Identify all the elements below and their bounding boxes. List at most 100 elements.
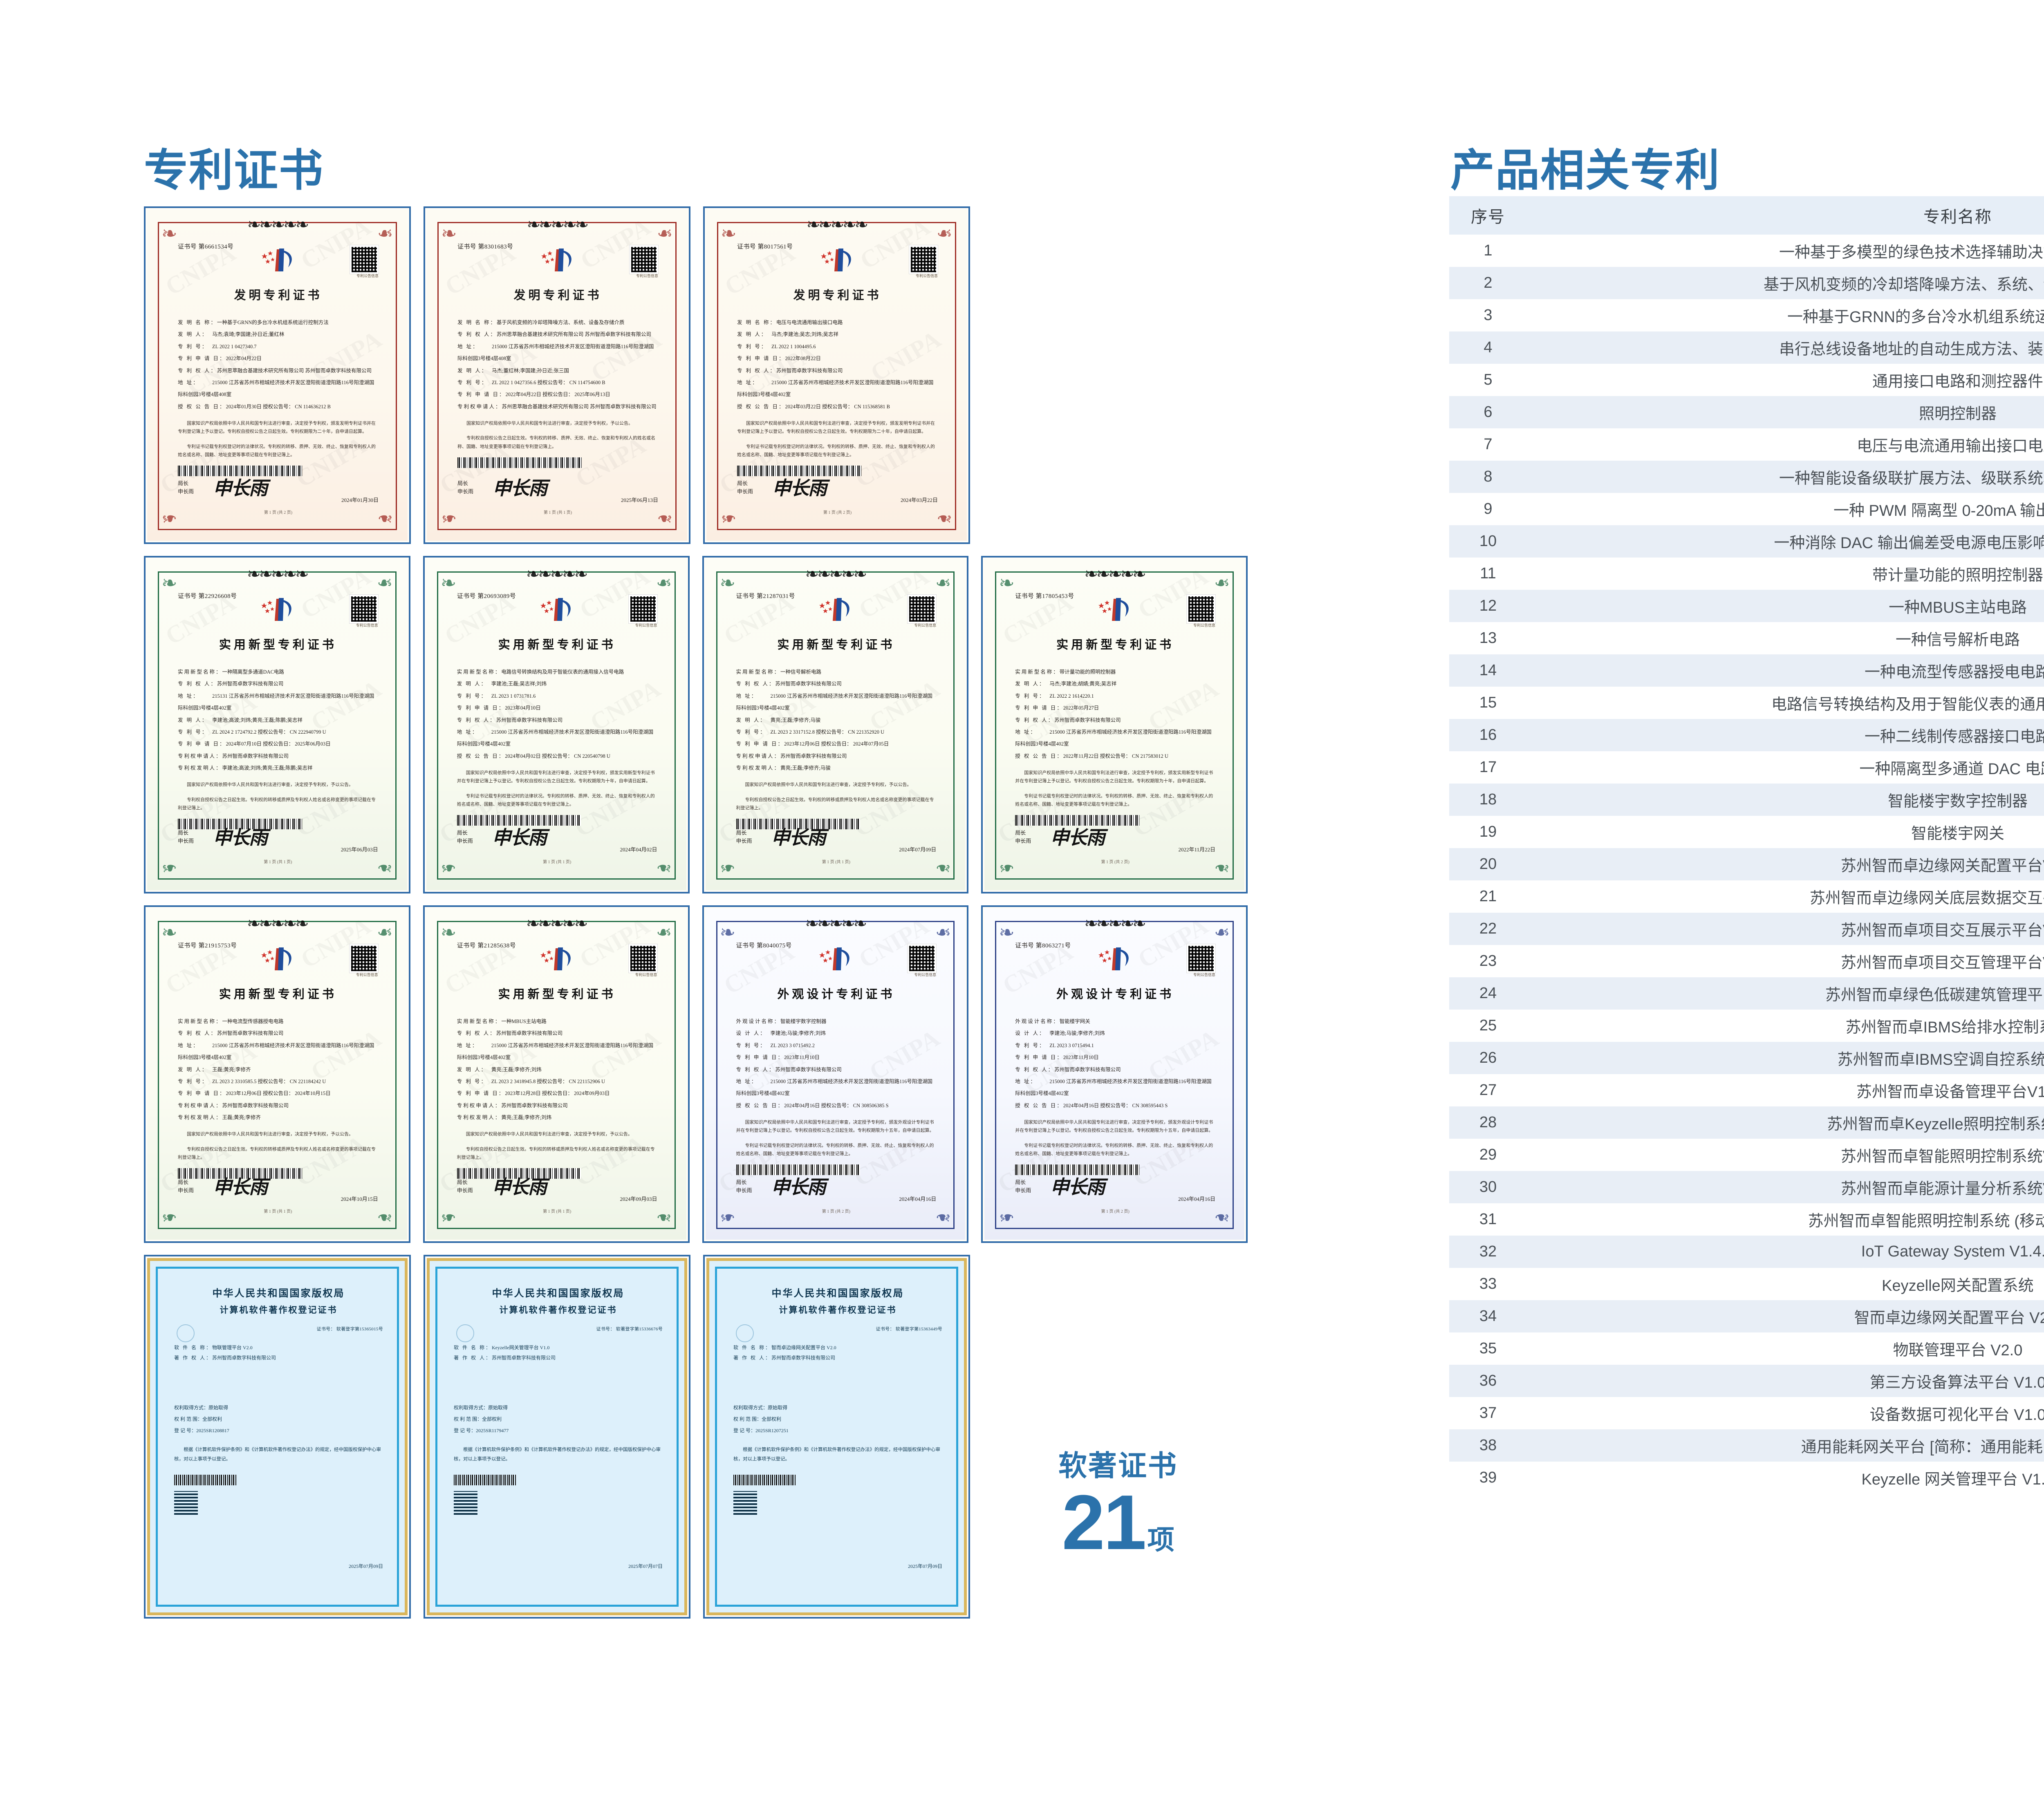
- cell-patent-name: 电压与电流通用输出接口电路: [1856, 438, 2044, 455]
- certificate-number: 证书号 第8017561号: [737, 244, 793, 250]
- certificate-body: 中华人民共和国国家版权局 计算机软件著作权登记证书 证书号： 软著登字第1533…: [454, 1285, 663, 1592]
- cert-field-value: ZL 2024 2 1724792.2 授权公告号： CN 222940799 …: [212, 729, 326, 735]
- cert-field: 发 明 人： 李建池;王磊;吴志祥;刘炜: [457, 678, 657, 690]
- seal-icon: [456, 1324, 474, 1342]
- cert-field-label: 实用新型名称：: [178, 669, 222, 675]
- cell-no: 31: [1479, 1211, 1497, 1228]
- certificate-paragraph-1: 国家知识产权局依照中华人民共和国专利法进行审查，决定授予专利权，颁发发明专利证书…: [737, 421, 935, 434]
- cert-field-label: 地 址：: [1015, 729, 1037, 735]
- director-signature: 申长雨: [771, 826, 826, 849]
- cert-field-label: 专 利 申 请 日：: [178, 1090, 226, 1097]
- certificate-number: 证书号 第17805453号: [1015, 593, 1074, 600]
- cert-field-label: 登 记 号：: [733, 1427, 756, 1433]
- cert-field-value: 电路信号转换结构及用于智能仪表的通用接入信号电路: [501, 669, 624, 675]
- cert-field: 专 利 权 人：苏州思萃融合基建技术研究所有限公司 苏州智而卓数字科技有限公司: [178, 365, 379, 377]
- cert-field-value: 全部权利: [482, 1416, 502, 1422]
- certificate-date: 2025年07月07日: [628, 1563, 663, 1569]
- table-row: 30苏州智而卓能源计量分析系统V1.0软著: [1449, 1171, 2044, 1203]
- director-block: 局长 申长雨: [457, 479, 473, 495]
- certificate-paragraph-1: 国家知识产权局依照中华人民共和国专利法进行审查，决定授予专利权，颁发实用新型专利…: [457, 770, 655, 784]
- cert-field-value: 215000 江苏省苏州市相城经济技术开发区澄阳街道澄阳路116号阳澄湖国际科创…: [457, 343, 654, 362]
- barcode-icon: [736, 819, 861, 830]
- cert-field-label: 权 利 范 围：: [733, 1416, 762, 1422]
- certificate-date: 2024年09月03日: [620, 1196, 657, 1202]
- ornament-corner-icon: ❧: [1214, 857, 1230, 879]
- cert-field-label: 发 明 人：: [1015, 681, 1046, 687]
- cert-field-value: 215000 江苏省苏州市相城经济技术开发区澄阳街道澄阳路116号阳澄湖国际科创…: [736, 1078, 932, 1097]
- issuing-authority: 中华人民共和国国家版权局: [212, 1288, 345, 1299]
- cert-field: 专 利 申 请 日：2024年07月10日 授权公告日： 2025年06月03日: [178, 738, 378, 750]
- cert-field: 专 利 权 人：苏州智而卓数字科技有限公司: [736, 678, 937, 690]
- cert-field-value: 2024年01月30日 授权公告号： CN 114636212 B: [226, 403, 331, 410]
- cert-field-value: 基于风机变频的冷却塔降噪方法、系统、设备及存储介质: [496, 320, 625, 325]
- director-signature: 申长雨: [492, 1176, 547, 1198]
- patent-certificates-title: 专利证书: [144, 146, 324, 195]
- table-row: 22苏州智而卓项目交互展示平台V1.0软著: [1449, 913, 2044, 945]
- certificate-body: 证书号 第6661534号 专利公告信息 发明专利证书 发 明 名 称：一种基于…: [178, 242, 379, 515]
- ornament-corner-icon: ❧: [377, 572, 393, 594]
- certificate-inner-border: ❧❧❧❧❧ ❧ ❧ ❧ ❧ 证书号 第21287031号 专利公告信息: [716, 566, 955, 880]
- cell-no: 14: [1449, 654, 1527, 687]
- ornament-corner-icon: ❧: [377, 921, 393, 943]
- cert-field: 专 利 权 人：苏州智而卓数字科技有限公司: [178, 1028, 378, 1039]
- cert-field: 外观设计名称：智能楼宇网关: [1015, 1016, 1215, 1028]
- ornament-corner-icon: ❧: [719, 1207, 736, 1229]
- cnipa-logo-icon: [1098, 598, 1129, 621]
- cert-field-label: 专 利 号：: [737, 343, 768, 349]
- director-block: 局长 申长雨: [457, 1178, 473, 1194]
- cert-field-label: 地 址：: [457, 343, 479, 349]
- director-name: 申长雨: [1015, 1187, 1031, 1193]
- cell-no: 38: [1449, 1429, 1527, 1462]
- ornament-corner-icon: ❧: [935, 1207, 951, 1229]
- cert-field-label: 外观设计名称：: [736, 1019, 781, 1024]
- cell-patent-name: 智能楼宇数字控制器: [1527, 784, 2044, 816]
- scan-border: [144, 206, 411, 544]
- certificate-paragraph-2: 专利证书记载专利权登记时的法律状况。专利权的转移、质押、无效、终止、恢复和专利权…: [1015, 793, 1213, 807]
- cell-patent-name: 串行总线设备地址的自动生成方法、装置和存储介质: [1527, 331, 2044, 364]
- cert-field: 著 作 权 人：苏州智而卓数字科技有限公司: [174, 1353, 383, 1363]
- cnipa-logo-icon: [261, 249, 292, 271]
- cert-field-label: 地 址：: [178, 693, 199, 699]
- director-signature: 申长雨: [493, 477, 547, 499]
- certificate-paragraph-2: 专利权自授权公告之日起生效。专利权的转移或质押及专利权人姓名或名称变更的事项记载…: [178, 797, 376, 811]
- certificate-fields-secondary: 权利取得方式：原始取得权 利 范 围：全部权利登 记 号：2025SR11794…: [454, 1402, 663, 1436]
- certificate-paragraph-2: 专利权自授权公告之日起生效。专利权的转移或质押及专利权人姓名或名称变更的事项记载…: [178, 1146, 376, 1160]
- director-label: 局长: [1015, 830, 1026, 836]
- ornament-corner-icon: ❧: [719, 572, 736, 594]
- table-row: 19智能楼宇网关外观: [1449, 816, 2044, 848]
- certificate-inner-border: ❧❧❧❧❧ ❧ ❧ ❧ ❧ 证书号 第8040075号 专利公告信息: [716, 916, 955, 1229]
- cell-no: 7: [1484, 436, 1493, 453]
- barcode-icon: [1015, 1164, 1139, 1176]
- director-name: 申长雨: [736, 837, 752, 844]
- cert-field: 发 明 人： 马杰;袁琦;李国建;孙日近;董红林: [178, 329, 379, 340]
- barcode-icon: [1015, 815, 1139, 826]
- cert-field-label: 授 权 公 告 日：: [1015, 1102, 1063, 1108]
- cert-field-value: 215000 江苏省苏州市相城经济技术开发区澄阳街道澄阳路116号阳澄湖国际科创…: [457, 729, 654, 747]
- certificate-date: 2024年04月16日: [899, 1196, 937, 1202]
- certificate-inner-border: 中华人民共和国国家版权局 计算机软件著作权登记证书 证书号： 软著登字第1536…: [715, 1267, 958, 1607]
- certificate-number: 证书号 第6661534号: [178, 244, 234, 250]
- qr-code-icon: [349, 594, 379, 624]
- director-label: 局长: [178, 1179, 189, 1185]
- cert-field-value: 2025SR1208817: [196, 1427, 229, 1433]
- cert-field: 实用新型名称：一种信号解析电路: [736, 666, 937, 678]
- table-row: 18智能楼宇数字控制器外观: [1449, 784, 2044, 816]
- cell-patent-name: 智能楼宇网关: [1911, 825, 2004, 842]
- cert-field-value: 黄亮;王磊;李修齐;刘炜: [501, 1115, 552, 1120]
- cert-field-label: 专 利 申 请 日：: [736, 1055, 784, 1061]
- cert-field-label: 专 利 申 请 日：: [457, 705, 505, 711]
- certificate-number: 证书号： 软著登字第15363449号: [876, 1327, 942, 1332]
- cert-field-label: 著 作 权 人：: [733, 1355, 772, 1361]
- cert-field-value: 马杰;袁琦;李国建;孙日近;董红林: [212, 331, 285, 338]
- director-signature: 申长雨: [1050, 1176, 1105, 1198]
- cert-field: 专 利 申 请 日：2023年12月28日 授权公告日： 2024年09月03日: [457, 1088, 657, 1099]
- cert-field-label: 专 利 申 请 日：: [457, 1090, 505, 1097]
- ornament-corner-icon: ❧: [161, 572, 177, 594]
